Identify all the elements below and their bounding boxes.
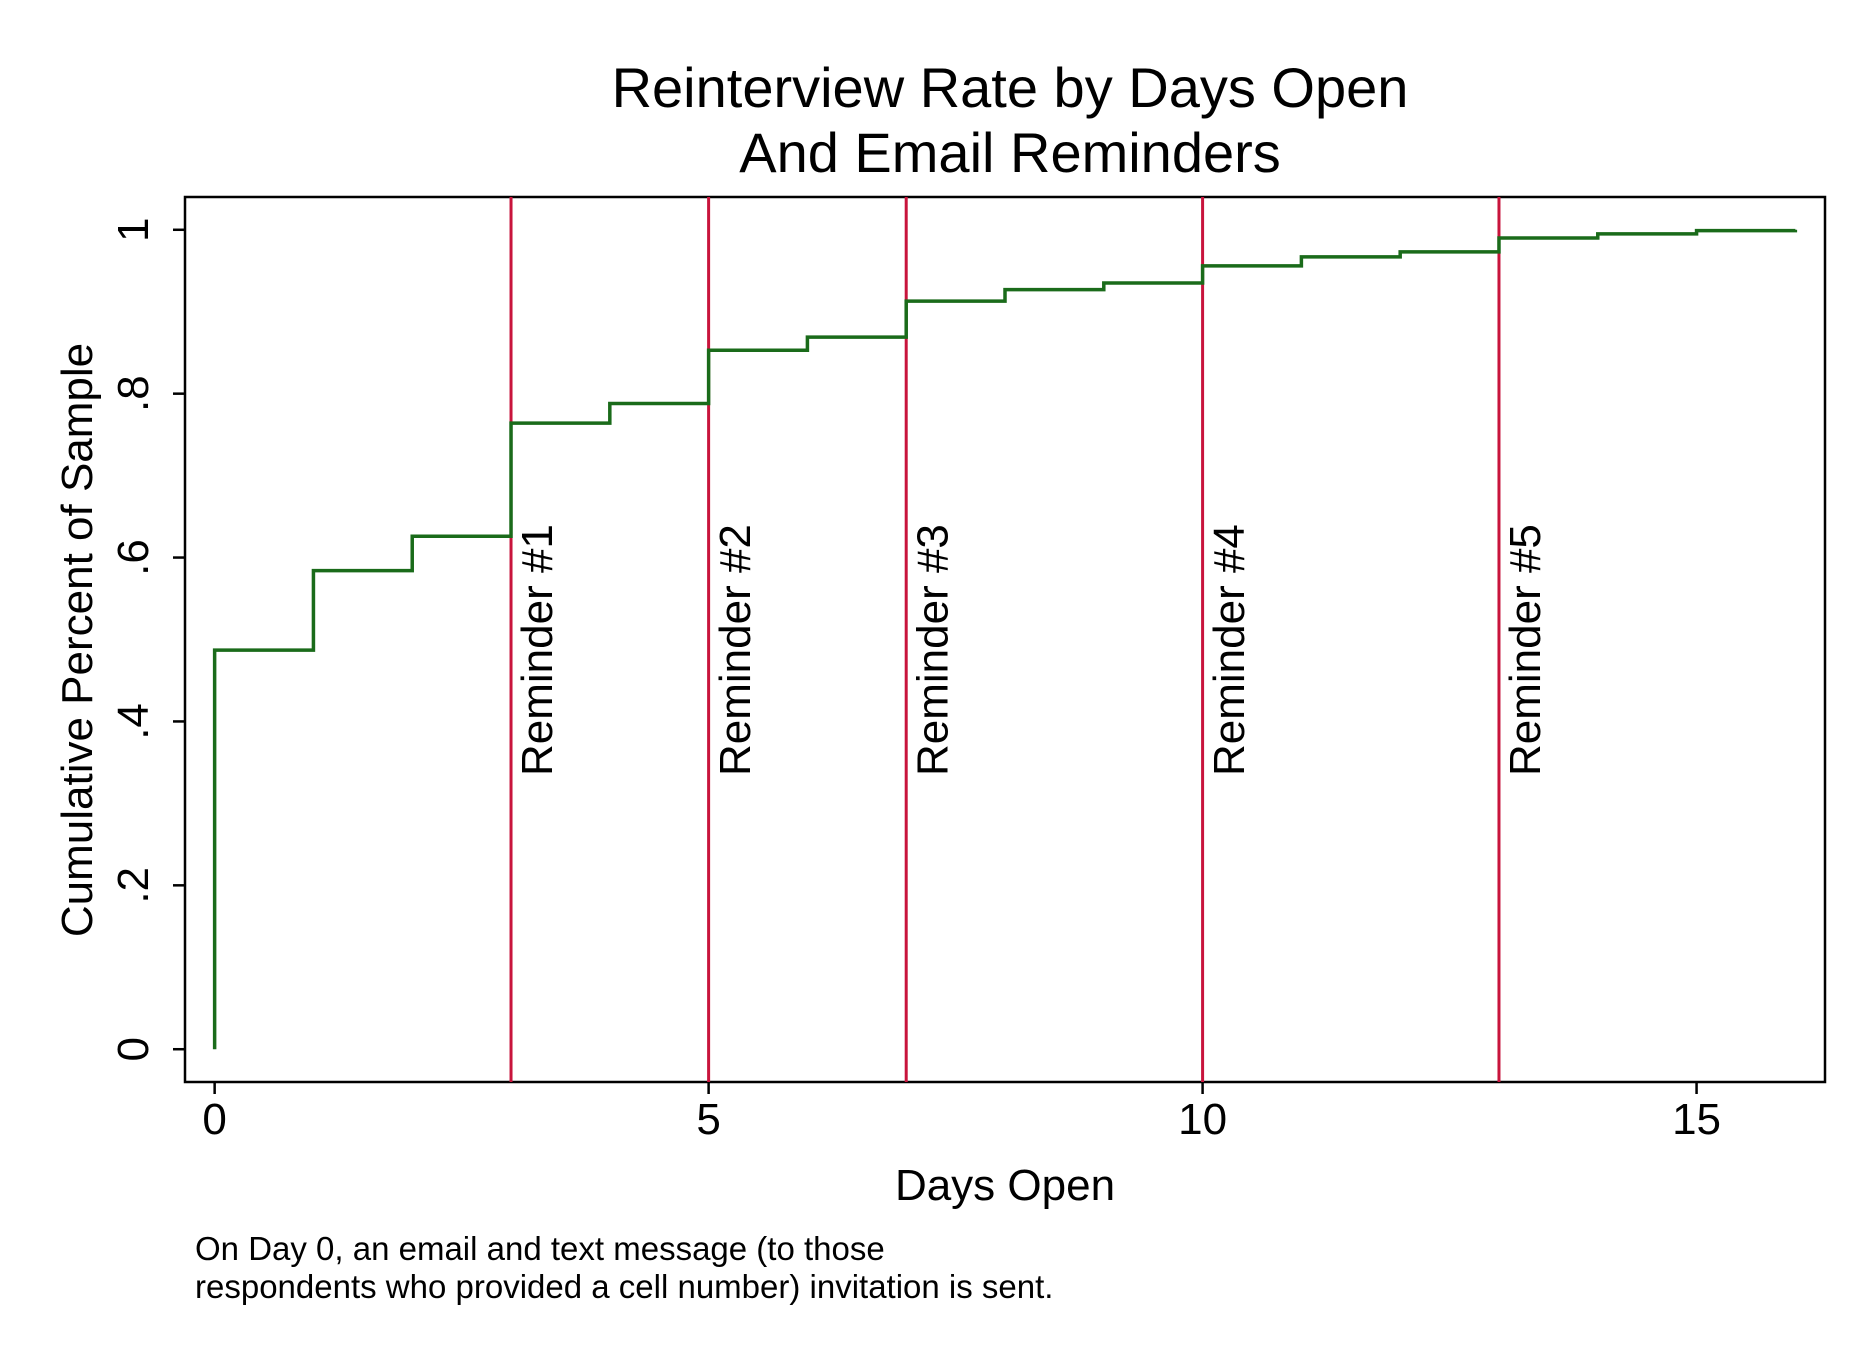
y-axis: 0 .2 .4 .6 .8 1 — [109, 218, 185, 1062]
chart-title-line-1: Reinterview Rate by Days Open — [612, 56, 1409, 119]
chart-title-line-2: And Email Reminders — [739, 121, 1281, 184]
series-group — [215, 230, 1796, 1050]
reminder-label-1: Reminder #1 — [513, 524, 562, 776]
y-tick-label-4: .8 — [109, 375, 158, 412]
reminder-label-3: Reminder #3 — [908, 524, 957, 776]
reminder-labels: Reminder #1 Reminder #2 Reminder #3 Reminde… — [513, 524, 1550, 776]
y-axis-label: Cumulative Percent of Sample — [53, 343, 102, 937]
footnote-line-2: respondents who provided a cell number) … — [195, 1268, 1053, 1305]
reminder-label-5: Reminder #5 — [1501, 524, 1550, 776]
x-tick-label-0: 0 — [202, 1095, 226, 1144]
x-axis-label: Days Open — [895, 1161, 1115, 1210]
x-tick-label-1: 5 — [696, 1095, 720, 1144]
reminder-lines — [511, 197, 1499, 1082]
y-tick-label-5: 1 — [109, 218, 158, 242]
y-tick-label-0: 0 — [109, 1037, 158, 1061]
reminder-label-4: Reminder #4 — [1205, 524, 1254, 776]
x-tick-label-2: 10 — [1178, 1095, 1227, 1144]
series-line-0 — [215, 230, 1796, 1049]
x-axis: 0 5 10 15 — [202, 1082, 1721, 1144]
y-tick-label-2: .4 — [109, 703, 158, 740]
plot-frame — [185, 197, 1825, 1082]
x-tick-label-3: 15 — [1672, 1095, 1721, 1144]
reminder-label-2: Reminder #2 — [711, 524, 760, 776]
y-tick-label-1: .2 — [109, 867, 158, 904]
footnote-line-1: On Day 0, an email and text message (to … — [195, 1230, 885, 1267]
y-tick-label-3: .6 — [109, 539, 158, 576]
